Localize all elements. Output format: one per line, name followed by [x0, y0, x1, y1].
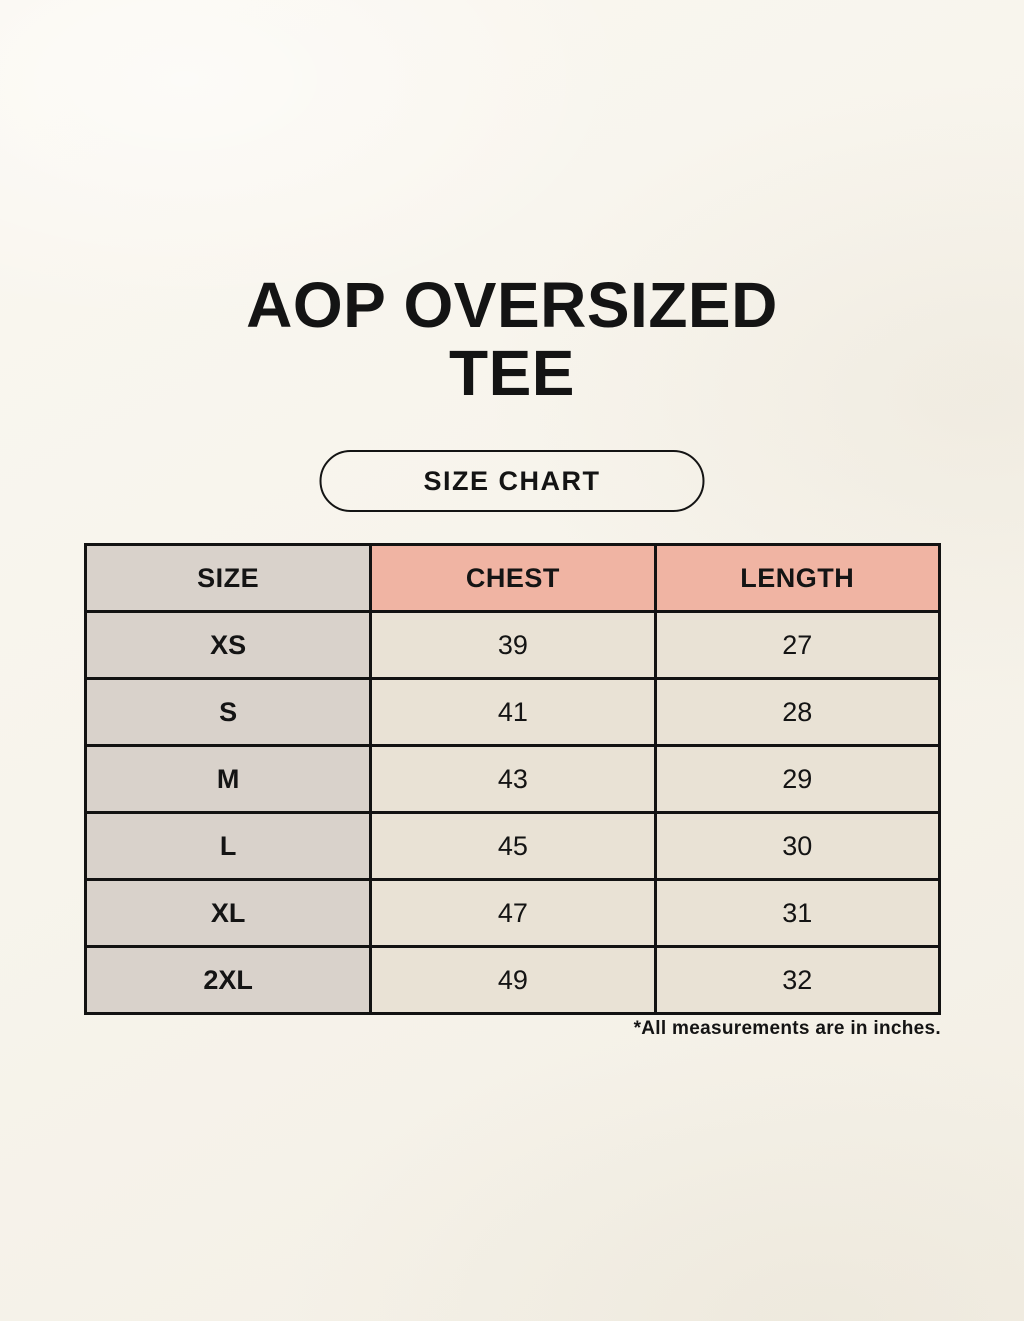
length-value: 27	[653, 610, 942, 680]
chest-value: 49	[369, 945, 657, 1015]
chest-value: 39	[369, 610, 657, 680]
column-header-size: SIZE	[83, 543, 373, 613]
table-row: M 43 29	[83, 744, 942, 814]
size-label: XS	[83, 610, 373, 680]
chest-value: 41	[369, 677, 657, 747]
chest-value: 45	[369, 811, 657, 881]
chest-value: 47	[369, 878, 657, 948]
size-label: XL	[83, 878, 373, 948]
column-header-chest: CHEST	[369, 543, 657, 613]
size-label: M	[83, 744, 373, 814]
size-chart-table: SIZE CHEST LENGTH XS 39 27 S 41 28 M 43 …	[83, 543, 942, 1015]
page-title-line1: AOP OVERSIZED	[246, 269, 778, 341]
size-chart-badge: SIZE CHART	[319, 450, 705, 512]
length-value: 28	[653, 677, 942, 747]
table-row: 2XL 49 32	[83, 945, 942, 1015]
measurement-note: *All measurements are in inches.	[633, 1018, 941, 1039]
page-title: AOP OVERSIZED TEE	[0, 269, 1024, 409]
chest-value: 43	[369, 744, 657, 814]
length-value: 31	[653, 878, 942, 948]
table-row: S 41 28	[83, 677, 942, 747]
size-chart-badge-label: SIZE CHART	[423, 465, 601, 496]
length-value: 30	[653, 811, 942, 881]
size-label: 2XL	[83, 945, 373, 1015]
page-title-line2: TEE	[449, 336, 575, 409]
table-header-row: SIZE CHEST LENGTH	[83, 543, 942, 613]
size-label: L	[83, 811, 373, 881]
table-row: L 45 30	[83, 811, 942, 881]
size-label: S	[83, 677, 373, 747]
length-value: 32	[653, 945, 942, 1015]
length-value: 29	[653, 744, 942, 814]
table-row: XL 47 31	[83, 878, 942, 948]
table-row: XS 39 27	[83, 610, 942, 680]
column-header-length: LENGTH	[653, 543, 942, 613]
